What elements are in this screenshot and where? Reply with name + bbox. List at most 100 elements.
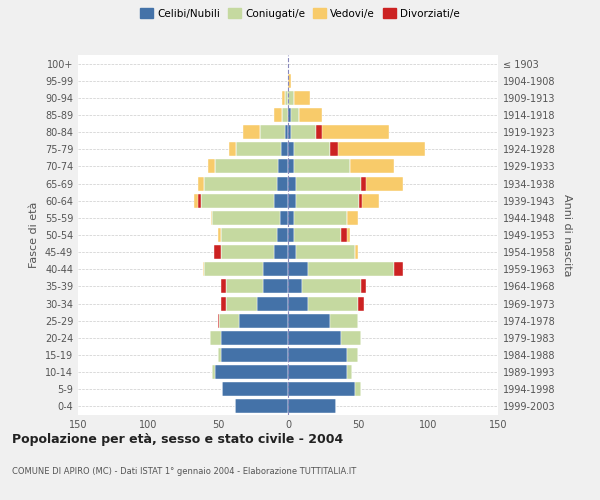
Bar [235, 400, 288, 413]
Bar [296, 176, 361, 190]
Bar [204, 262, 263, 276]
Bar [288, 176, 296, 190]
Bar [347, 211, 358, 225]
Text: COMUNE DI APIRO (MC) - Dati ISTAT 1° gennaio 2004 - Elaborazione TUTTITALIA.IT: COMUNE DI APIRO (MC) - Dati ISTAT 1° gen… [12, 468, 356, 476]
Bar [236, 142, 281, 156]
Bar [288, 125, 291, 139]
Bar [361, 280, 367, 293]
Bar [288, 314, 330, 328]
Bar [260, 125, 285, 139]
Bar [199, 194, 201, 207]
Bar [299, 108, 322, 122]
Bar [288, 194, 296, 207]
Bar [229, 142, 236, 156]
Bar [350, 160, 394, 173]
Bar [243, 125, 260, 139]
Text: Popolazione per età, sesso e stato civile - 2004: Popolazione per età, sesso e stato civil… [12, 432, 343, 446]
Bar [278, 160, 288, 173]
Bar [222, 382, 288, 396]
Bar [288, 160, 293, 173]
Bar [221, 280, 226, 293]
Bar [274, 194, 288, 207]
Bar [288, 296, 308, 310]
Bar [288, 108, 291, 122]
Bar [212, 365, 215, 379]
Bar [394, 262, 403, 276]
Legend: Celibi/Nubili, Coniugati/e, Vedovi/e, Divorziati/e: Celibi/Nubili, Coniugati/e, Vedovi/e, Di… [137, 5, 463, 21]
Bar [293, 228, 341, 242]
Bar [330, 314, 358, 328]
Bar [316, 125, 389, 139]
Bar [218, 314, 220, 328]
Bar [347, 365, 352, 379]
Bar [288, 382, 355, 396]
Bar [355, 245, 358, 259]
Bar [288, 400, 335, 413]
Bar [208, 160, 215, 173]
Bar [211, 211, 212, 225]
Bar [308, 296, 358, 310]
Bar [330, 142, 425, 156]
Bar [194, 194, 201, 207]
Bar [283, 108, 288, 122]
Bar [293, 91, 310, 105]
Bar [288, 91, 293, 105]
Bar [288, 245, 296, 259]
Bar [288, 348, 347, 362]
Bar [288, 211, 293, 225]
Bar [221, 245, 274, 259]
Y-axis label: Anni di nascita: Anni di nascita [562, 194, 572, 276]
Bar [358, 296, 364, 310]
Bar [291, 125, 316, 139]
Bar [283, 91, 285, 105]
Bar [203, 262, 204, 276]
Bar [316, 125, 322, 139]
Bar [281, 142, 288, 156]
Bar [226, 280, 263, 293]
Bar [218, 228, 221, 242]
Bar [296, 245, 355, 259]
Y-axis label: Fasce di età: Fasce di età [29, 202, 39, 268]
Bar [361, 176, 403, 190]
Bar [394, 262, 400, 276]
Bar [257, 296, 288, 310]
Bar [288, 228, 293, 242]
Bar [293, 142, 330, 156]
Bar [274, 108, 283, 122]
Bar [199, 176, 204, 190]
Bar [296, 194, 359, 207]
Bar [221, 348, 288, 362]
Bar [341, 331, 361, 345]
Bar [288, 280, 302, 293]
Bar [221, 331, 288, 345]
Bar [285, 125, 288, 139]
Bar [359, 194, 362, 207]
Bar [308, 262, 394, 276]
Bar [204, 176, 277, 190]
Bar [291, 108, 299, 122]
Bar [288, 365, 347, 379]
Bar [274, 245, 288, 259]
Bar [288, 74, 291, 88]
Bar [209, 331, 221, 345]
Bar [220, 314, 239, 328]
Bar [214, 245, 221, 259]
Bar [341, 228, 347, 242]
Bar [285, 91, 288, 105]
Bar [215, 365, 288, 379]
Bar [277, 228, 288, 242]
Bar [341, 228, 350, 242]
Bar [212, 211, 280, 225]
Bar [215, 160, 278, 173]
Bar [347, 348, 358, 362]
Bar [239, 314, 288, 328]
Bar [355, 382, 361, 396]
Bar [361, 176, 367, 190]
Bar [226, 296, 257, 310]
Bar [277, 176, 288, 190]
Bar [288, 331, 341, 345]
Bar [280, 211, 288, 225]
Bar [293, 160, 350, 173]
Bar [201, 194, 274, 207]
Bar [263, 262, 288, 276]
